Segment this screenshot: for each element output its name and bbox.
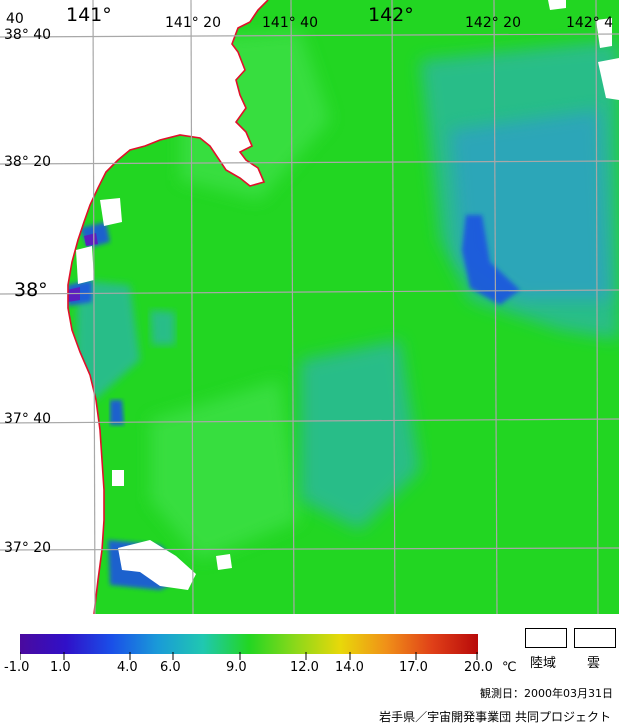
cloud-patch-northeast-2	[598, 58, 619, 100]
observation-date: 観測日：2000年03月31日	[480, 687, 613, 700]
cloud-patch-coast-1	[100, 198, 122, 226]
cold-coastal-patch-4	[110, 400, 124, 425]
coldest-patch-2	[67, 287, 80, 302]
parallel-line-3	[0, 418, 619, 424]
coldest-patch-1	[84, 233, 98, 246]
meridian-line-5	[595, 0, 599, 614]
unit-label: ℃	[502, 660, 517, 675]
lat-label-38-20: 38° 20	[4, 154, 52, 170]
cloud-patch-south	[118, 540, 196, 590]
tick-label-12: 12.0	[290, 660, 319, 675]
meridian-line-1	[190, 0, 194, 614]
meridian-line-3	[391, 0, 396, 614]
warm-patch-south	[150, 380, 300, 560]
cool-core-northeast	[450, 110, 610, 300]
lat-label-38-40: 38° 40	[4, 27, 52, 43]
sea-surface-temperature-map: 141° 141° 20 141° 40 142° 142° 20 142° 4…	[0, 0, 619, 614]
tick-label-4: 4.0	[117, 660, 138, 675]
cloud-patch-northeast-1	[596, 18, 612, 48]
tick-label-14: 14.0	[335, 660, 364, 675]
tick-label-9: 9.0	[226, 660, 247, 675]
tick-label-17: 17.0	[399, 660, 428, 675]
cloud-patch-south-2	[216, 554, 232, 570]
lon-label-141-20: 141° 20	[165, 15, 221, 31]
lon-label-141-00: 141°	[66, 4, 112, 26]
lat-label-38-00: 38°	[14, 279, 48, 301]
cloud-patch-coast-2	[76, 246, 94, 284]
cloud-key-swatch	[574, 628, 616, 648]
lon-label-142-00: 142°	[368, 4, 414, 26]
legend-panel: -1.0 1.0 4.0 6.0 9.0 12.0 14.0 17.0 20.0…	[0, 614, 619, 725]
parallel-line-4	[0, 547, 619, 551]
corner-label: 40	[6, 11, 24, 27]
cloud-patch-northeast-3	[548, 0, 566, 10]
meridian-line-0	[92, 0, 96, 614]
meridian-line-2	[290, 0, 295, 614]
meridian-line-4	[493, 0, 498, 614]
map-canvas	[0, 0, 619, 614]
coastline	[67, 0, 269, 614]
parallel-line-0	[0, 33, 619, 38]
land-key-label: 陸域	[530, 656, 557, 671]
tick-label-1: 1.0	[50, 660, 71, 675]
cloud-key-label: 雲	[587, 656, 601, 671]
cold-filament-northeast	[462, 215, 520, 305]
lon-label-142-40: 142° 4	[566, 15, 614, 31]
coastal-cool-spot	[150, 310, 175, 345]
tick-label-minus-1: -1.0	[4, 660, 30, 675]
credit-line: 岩手県／宇宙開発事業団 共同プロジェクト	[379, 710, 611, 724]
colorbar-gradient	[20, 634, 478, 654]
temperature-colorbar	[20, 634, 478, 660]
land-key-swatch	[525, 628, 567, 648]
cloud-patch-coast-3	[112, 470, 124, 486]
lat-label-37-20: 37° 20	[4, 540, 52, 556]
tick-label-6: 6.0	[160, 660, 181, 675]
lon-label-142-20: 142° 20	[465, 15, 521, 31]
sst-features	[67, 30, 619, 590]
lon-label-141-40: 141° 40	[262, 15, 318, 31]
cloud-areas	[76, 0, 619, 590]
parallel-line-1	[0, 160, 619, 165]
parallel-line-2	[0, 289, 619, 295]
lat-label-37-40: 37° 40	[4, 411, 52, 427]
tick-label-20: 20.0	[464, 660, 493, 675]
lat-lon-grid	[0, 0, 619, 614]
colorbar-ticks	[20, 652, 478, 660]
coastal-cool-band	[75, 280, 140, 400]
cool-eddy-south	[300, 340, 420, 530]
land-area-honshu	[0, 0, 268, 614]
